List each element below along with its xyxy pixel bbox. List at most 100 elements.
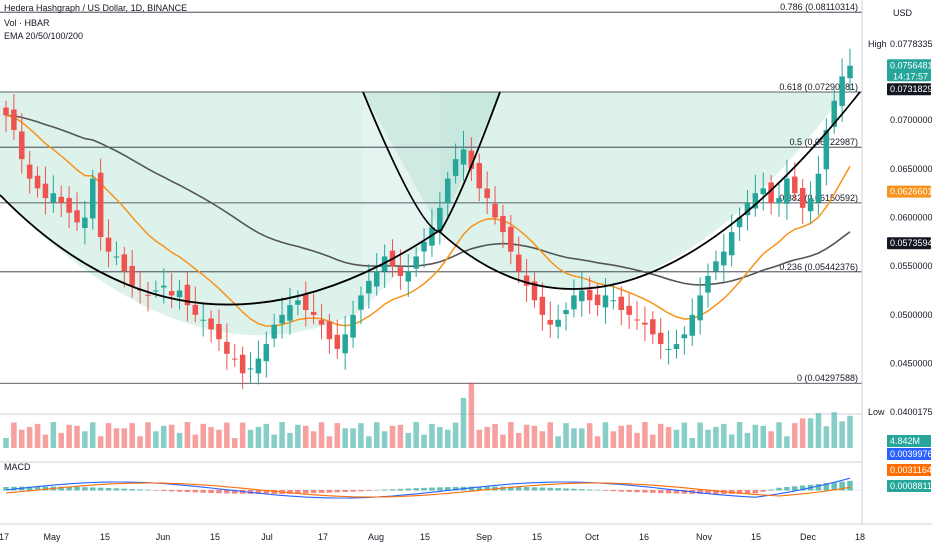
candle-body (713, 261, 719, 272)
price-badge (887, 237, 931, 250)
candle-body (82, 217, 88, 229)
volume-bar (476, 429, 483, 448)
candle-body (784, 178, 790, 204)
volume-bar (665, 427, 672, 448)
volume-bar (366, 436, 372, 448)
volume-bar (3, 438, 9, 448)
volume-bar (302, 425, 309, 448)
volume-bar (295, 424, 301, 448)
candle-body (634, 319, 640, 321)
volume-bar (105, 423, 112, 448)
volume-bar (318, 422, 325, 448)
candle-body (673, 344, 680, 350)
currency-label[interactable]: USD (893, 8, 913, 18)
macd-hist-bar (287, 490, 293, 494)
volume-bar (697, 422, 703, 448)
volume-bar (66, 424, 72, 448)
macd-hist-bar (484, 486, 490, 491)
volume-bar (90, 422, 96, 448)
macd-hist-bar (547, 487, 554, 491)
macd-hist-bar (555, 488, 561, 491)
x-tick-label: Aug (368, 532, 384, 542)
candle-body (42, 183, 49, 199)
volume-bar (642, 422, 648, 448)
macd-hist-bar (421, 487, 427, 491)
macd-hist-bar (26, 486, 33, 491)
volume-bar (176, 432, 183, 448)
macd-hist-bar (594, 489, 601, 491)
macd-indicator-label[interactable]: MACD (4, 462, 31, 472)
macd-hist-bar (760, 490, 766, 492)
volume-bar (58, 432, 64, 448)
candle-body (839, 76, 845, 107)
volume-bar (42, 434, 49, 448)
candle-body (271, 324, 277, 339)
candle-body (484, 188, 490, 199)
price-badge-value: 0.05735944 (890, 238, 932, 248)
macd-hist-bar (168, 490, 175, 492)
macd-hist-bar (318, 490, 325, 493)
macd-hist-bar (429, 487, 435, 491)
cup-pattern-shading (0, 92, 845, 336)
ema-indicator-label[interactable]: EMA 20/50/100/200 (4, 31, 84, 41)
candle-body (807, 198, 814, 212)
macd-hist-bar (366, 490, 372, 491)
candle-body (192, 304, 199, 315)
candle-body (831, 100, 837, 127)
volume-bar (508, 422, 514, 448)
macd-hist-bar (673, 490, 680, 494)
volume-bar (634, 432, 640, 448)
volume-bar (673, 429, 680, 448)
candle-body (129, 265, 135, 286)
macd-hist-bar (334, 490, 341, 493)
macd-hist-bar (586, 489, 593, 491)
volume-bar (547, 422, 554, 448)
candle-body (421, 241, 427, 252)
volume-bar (342, 428, 348, 448)
volume-bar (137, 436, 143, 448)
x-tick-label: 16 (639, 532, 649, 542)
volume-bar (381, 431, 388, 448)
macd-hist-bar (160, 490, 167, 491)
candle-body (153, 290, 159, 292)
candle-body (768, 182, 774, 203)
candle-body (295, 300, 301, 305)
candle-body (200, 319, 206, 321)
volume-bar (153, 431, 159, 448)
volume-indicator-label[interactable]: Vol · HBAR (4, 18, 50, 28)
candle-body (366, 280, 372, 294)
volume-bar (239, 422, 246, 448)
candle-body (247, 368, 254, 370)
candle-body (302, 294, 309, 311)
macd-hist-bar (650, 490, 656, 493)
candle-body (492, 203, 498, 218)
macd-hist-bar (90, 487, 96, 491)
candle-body (429, 227, 435, 246)
macd-hist-bar (302, 490, 309, 494)
volume-bar (713, 426, 719, 448)
candle-body (657, 332, 664, 345)
macd-hist-bar (145, 489, 151, 491)
x-tick-label: Jun (156, 532, 171, 542)
x-tick-label: 15 (100, 532, 110, 542)
right-cup-arc (438, 91, 861, 290)
volume-bar (192, 434, 199, 448)
macd-hist-bar (224, 490, 230, 494)
macd-hist-bar (736, 490, 743, 494)
fib-label: 0.618 (0.07290381) (779, 82, 858, 92)
volume-bar (97, 436, 104, 448)
candle-body (689, 314, 696, 336)
macd-hist-bar (97, 487, 104, 491)
candle-body (728, 232, 735, 256)
candle-body (287, 305, 293, 321)
macd-hist-bar (602, 490, 609, 491)
candle-body (3, 107, 9, 116)
macd-value: 0.00088117 (890, 481, 932, 491)
volume-bar (19, 429, 25, 448)
candle-body (342, 334, 348, 354)
macd-hist-bar (508, 486, 514, 491)
candle-body (721, 251, 727, 266)
